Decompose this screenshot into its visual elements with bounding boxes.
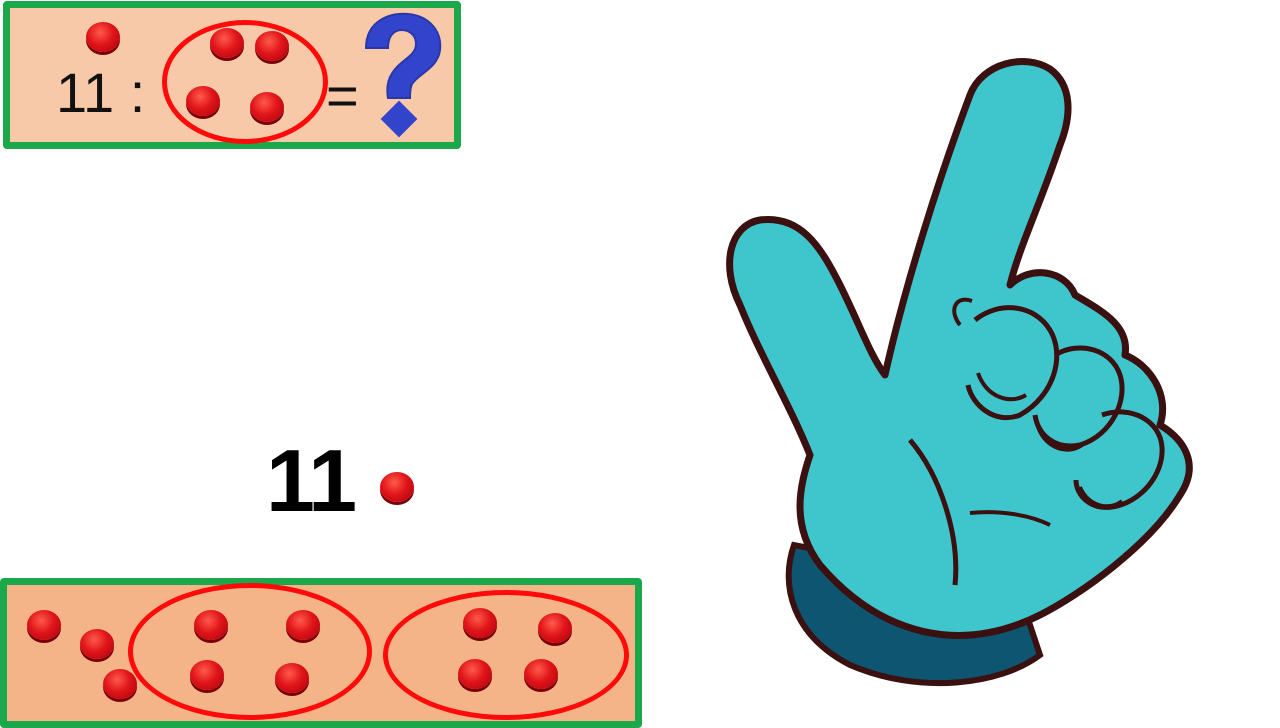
group-ring xyxy=(383,590,629,720)
group-ring xyxy=(162,20,328,144)
counter-dot xyxy=(255,31,289,61)
counter-dot xyxy=(538,613,572,643)
counter-dot xyxy=(194,610,228,640)
counter-dot xyxy=(275,663,309,693)
hand-pointing-up-icon xyxy=(726,58,1193,687)
counter-dot xyxy=(380,472,414,502)
counter-dot xyxy=(210,28,244,58)
equals-sign: = xyxy=(326,64,359,127)
group-ring xyxy=(128,583,372,720)
counter-dot xyxy=(250,92,284,122)
counter-dot xyxy=(524,659,558,689)
dividend-number: 11 xyxy=(266,431,357,530)
question-mark-icon xyxy=(364,12,442,138)
counter-dot xyxy=(190,660,224,690)
counter-dot xyxy=(103,669,137,699)
counter-dot xyxy=(186,86,220,116)
counter-dot xyxy=(458,659,492,689)
counter-dot xyxy=(86,22,120,52)
counter-dot xyxy=(463,608,497,638)
counter-dot xyxy=(80,629,114,659)
counter-dot xyxy=(286,610,320,640)
equation-dividend: 11 : xyxy=(56,61,146,124)
counter-dot xyxy=(27,610,61,640)
